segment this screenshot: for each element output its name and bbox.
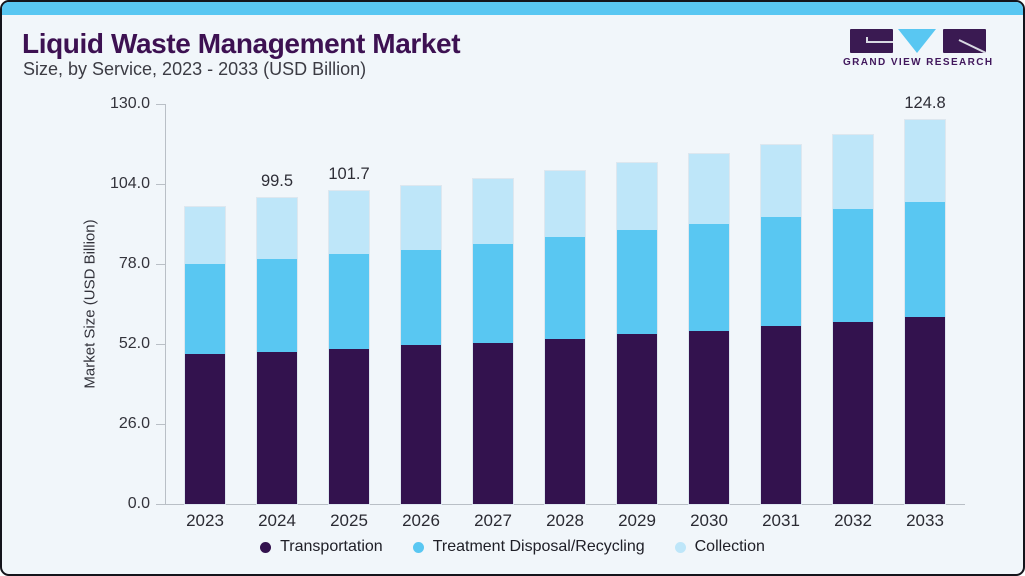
x-tick-label: 2024 bbox=[258, 511, 296, 530]
segment-treatment-disposal-recycling bbox=[257, 259, 297, 352]
y-tick-label: 52.0 bbox=[118, 335, 150, 352]
bar-2024 bbox=[257, 197, 297, 504]
segment-collection bbox=[401, 186, 441, 250]
grand-view-research-logo: GRAND VIEW RESEARCH bbox=[843, 29, 993, 68]
chart-legend: Transportation Treatment Disposal/Recycl… bbox=[2, 538, 1023, 556]
segment-collection bbox=[833, 135, 873, 210]
segment-collection bbox=[617, 163, 657, 231]
bar-2028 bbox=[545, 171, 585, 504]
segment-collection bbox=[689, 154, 729, 224]
segment-treatment-disposal-recycling bbox=[833, 209, 873, 322]
legend-item-treatment-disposal-recycling: Treatment Disposal/Recycling bbox=[412, 538, 645, 556]
bar-value-label: 101.7 bbox=[328, 165, 370, 184]
segment-transportation bbox=[905, 316, 945, 504]
transportation-dot-icon bbox=[260, 541, 272, 553]
bar-2030 bbox=[689, 154, 729, 504]
y-tick-mark bbox=[156, 104, 165, 105]
y-tick-label: 0.0 bbox=[127, 495, 150, 512]
segment-treatment-disposal-recycling bbox=[689, 223, 729, 331]
y-tick-mark bbox=[156, 424, 165, 425]
chart-title: Liquid Waste Management Market bbox=[22, 28, 461, 59]
bar-2031 bbox=[761, 145, 801, 504]
bar-value-label: 99.5 bbox=[260, 171, 294, 190]
segment-collection bbox=[761, 145, 801, 217]
x-tick-label: 2029 bbox=[618, 511, 656, 530]
segment-treatment-disposal-recycling bbox=[473, 243, 513, 343]
bar-2033 bbox=[905, 120, 945, 504]
y-tick-mark bbox=[156, 504, 165, 505]
segment-transportation bbox=[473, 342, 513, 504]
accent-top-bar bbox=[2, 2, 1023, 15]
x-tick-label: 2031 bbox=[762, 511, 800, 530]
segment-treatment-disposal-recycling bbox=[905, 201, 945, 317]
x-tick-label: 2026 bbox=[402, 511, 440, 530]
y-axis-line bbox=[165, 104, 166, 504]
y-tick-label: 104.0 bbox=[109, 175, 150, 192]
legend-label: Transportation bbox=[280, 538, 383, 555]
segment-transportation bbox=[833, 321, 873, 504]
y-tick-label: 130.0 bbox=[109, 95, 150, 112]
y-tick-label: 26.0 bbox=[118, 415, 150, 432]
legend-label: Treatment Disposal/Recycling bbox=[432, 538, 645, 555]
segment-transportation bbox=[185, 354, 225, 504]
segment-transportation bbox=[257, 351, 297, 504]
bar-2026 bbox=[401, 186, 441, 504]
segment-collection bbox=[257, 197, 297, 260]
x-tick-label: 2032 bbox=[834, 511, 872, 530]
x-tick-label: 2023 bbox=[186, 511, 224, 530]
y-tick-label: 78.0 bbox=[118, 255, 150, 272]
bar-2027 bbox=[473, 179, 513, 504]
segment-transportation bbox=[761, 326, 801, 504]
segment-transportation bbox=[329, 348, 369, 504]
x-tick-label: 2027 bbox=[474, 511, 512, 530]
segment-treatment-disposal-recycling bbox=[329, 254, 369, 349]
segment-treatment-disposal-recycling bbox=[545, 237, 585, 340]
segment-treatment-disposal-recycling bbox=[401, 249, 441, 346]
collection-dot-icon bbox=[674, 541, 686, 553]
segment-treatment-disposal-recycling bbox=[185, 264, 225, 355]
segment-transportation bbox=[689, 330, 729, 504]
segment-collection bbox=[545, 171, 585, 238]
bar-2032 bbox=[833, 135, 873, 504]
x-tick-label: 2028 bbox=[546, 511, 584, 530]
segment-transportation bbox=[401, 345, 441, 504]
y-axis-title: Market Size (USD Billion) bbox=[81, 219, 99, 389]
treatment-dot-icon bbox=[412, 541, 424, 553]
legend-item-collection: Collection bbox=[674, 538, 765, 556]
logo-wordmark: GRAND VIEW RESEARCH bbox=[843, 57, 994, 68]
x-axis-line bbox=[157, 504, 965, 505]
x-tick-label: 2030 bbox=[690, 511, 728, 530]
segment-transportation bbox=[617, 334, 657, 504]
y-tick-mark bbox=[156, 264, 165, 265]
x-tick-label: 2025 bbox=[330, 511, 368, 530]
segment-treatment-disposal-recycling bbox=[617, 230, 657, 335]
legend-label: Collection bbox=[694, 538, 765, 555]
bar-2029 bbox=[617, 163, 657, 504]
segment-transportation bbox=[545, 339, 585, 504]
chart-subtitle: Size, by Service, 2023 - 2033 (USD Billi… bbox=[23, 59, 367, 79]
legend-item-transportation: Transportation bbox=[260, 538, 383, 556]
bar-2023 bbox=[185, 206, 225, 504]
x-tick-label: 2033 bbox=[906, 511, 944, 530]
y-tick-mark bbox=[156, 184, 165, 185]
segment-collection bbox=[473, 179, 513, 244]
segment-collection bbox=[185, 206, 225, 265]
y-tick-mark bbox=[156, 344, 165, 345]
gvr-logo-icon bbox=[850, 29, 986, 53]
bar-2025 bbox=[329, 191, 369, 504]
bar-value-label: 124.8 bbox=[904, 94, 946, 112]
segment-collection bbox=[329, 191, 369, 255]
segment-collection bbox=[905, 120, 945, 202]
segment-treatment-disposal-recycling bbox=[761, 216, 801, 327]
